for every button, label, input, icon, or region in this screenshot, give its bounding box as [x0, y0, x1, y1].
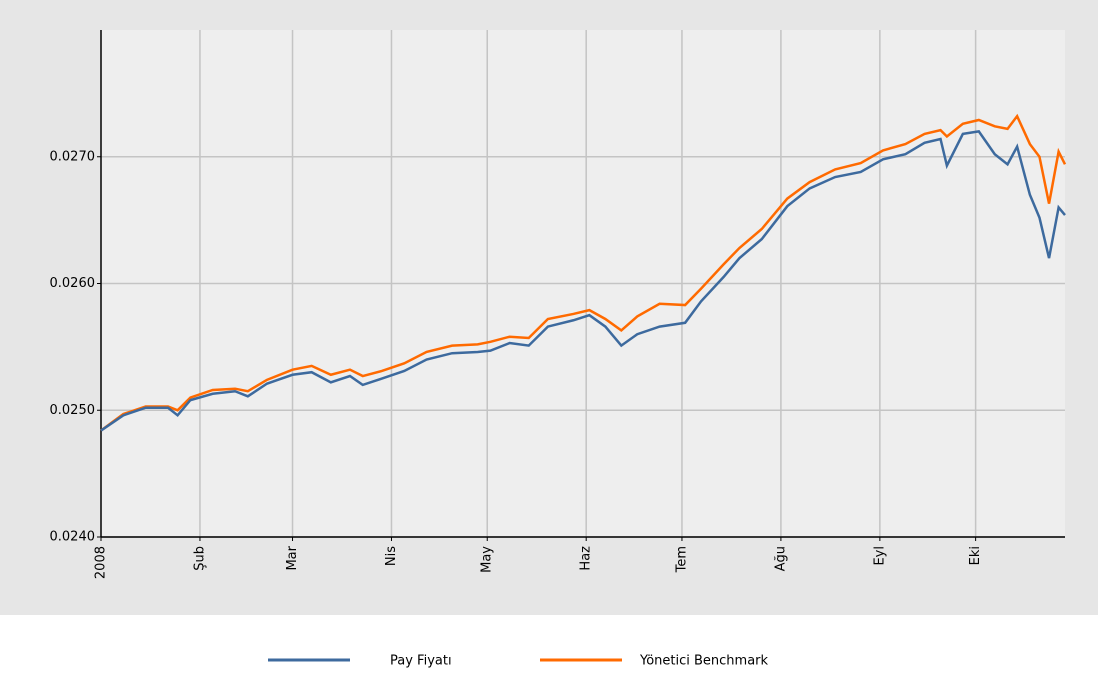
x-tick-label: Eki — [968, 546, 983, 565]
legend-label: Yönetici Benchmark — [639, 654, 769, 669]
x-tick-label: Mar — [285, 545, 300, 570]
series-line — [100, 113, 1067, 432]
x-tick-label: Haz — [579, 546, 594, 571]
y-tick-label: 0.0270 — [50, 149, 96, 164]
x-tick-label: Şub — [192, 546, 207, 571]
y-tick-label: 0.0260 — [50, 276, 96, 291]
x-tick-label: Tem — [674, 546, 689, 573]
x-tick-label: Ağu — [773, 546, 788, 571]
series-line — [100, 130, 1066, 432]
legend-label: Pay Fiyatı — [390, 654, 452, 669]
x-tick-label: 2008 — [94, 546, 109, 579]
x-tick-label: Eyl — [872, 546, 887, 566]
x-tick-label: Nis — [384, 546, 399, 566]
y-tick-label: 0.0240 — [50, 530, 96, 545]
x-tick-label: May — [480, 546, 495, 573]
y-tick-label: 0.0250 — [50, 403, 96, 418]
